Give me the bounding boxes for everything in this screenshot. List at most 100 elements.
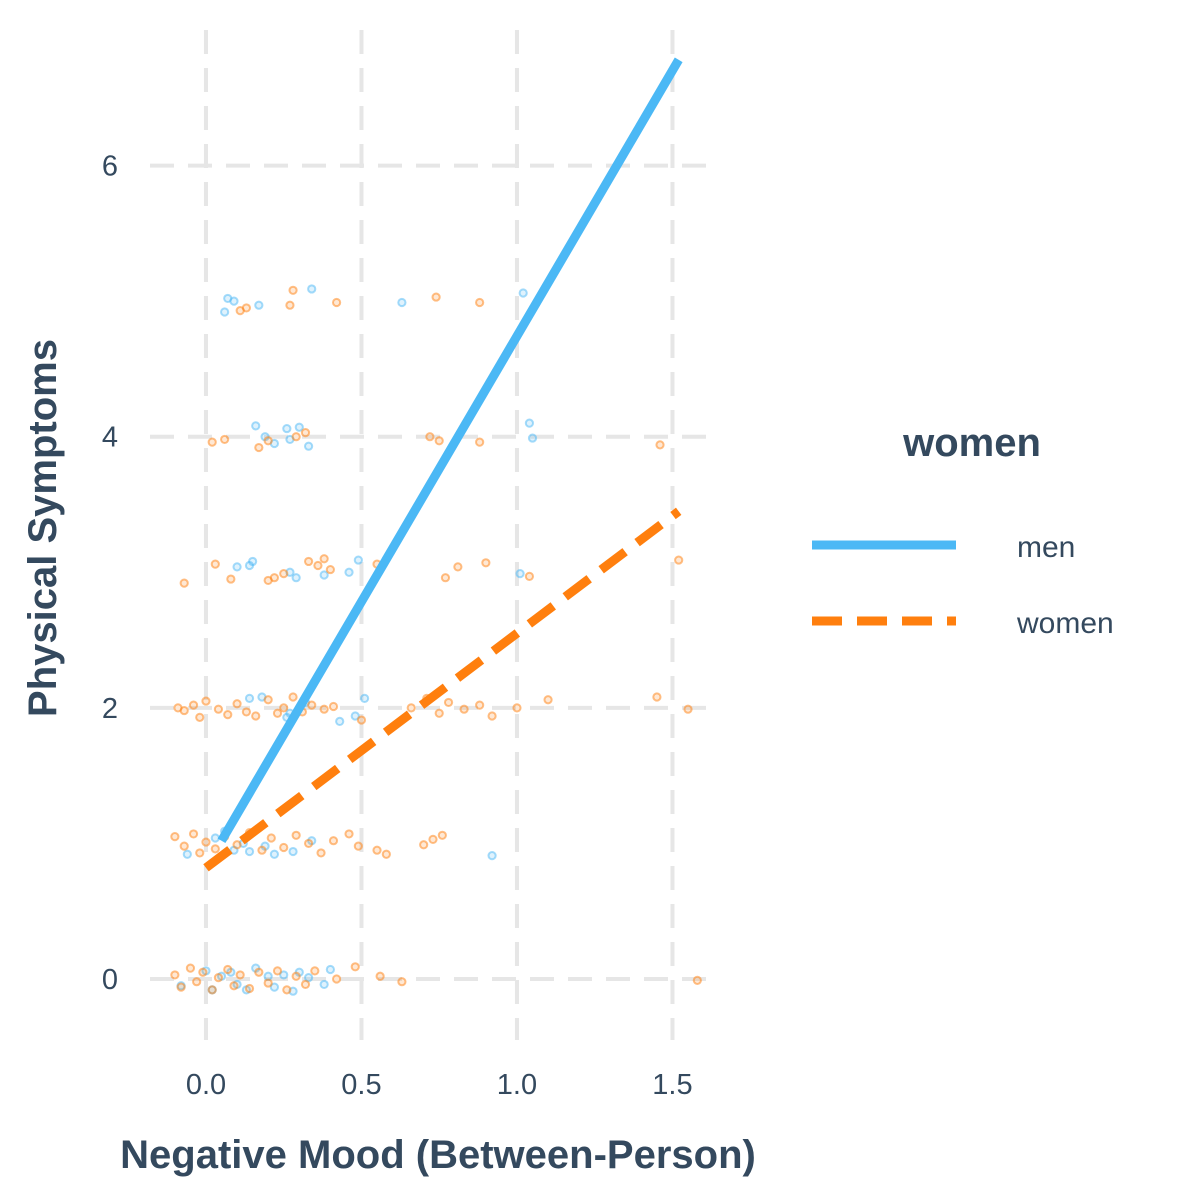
point-women-95 — [235, 970, 245, 980]
legend: women men women — [812, 421, 1114, 640]
point-women-2 — [285, 300, 295, 310]
point-men-5 — [397, 297, 407, 308]
point-women-42 — [251, 711, 261, 721]
point-women-32 — [674, 555, 684, 565]
point-women-44 — [272, 708, 283, 718]
point-men-59 — [325, 964, 335, 975]
point-women-86 — [170, 970, 180, 980]
point-women-75 — [291, 830, 301, 840]
point-women-7 — [207, 437, 217, 447]
point-men-33 — [182, 849, 192, 859]
point-women-60 — [543, 695, 553, 705]
point-women-24 — [313, 560, 323, 571]
point-women-106 — [375, 971, 385, 981]
point-women-41 — [241, 707, 252, 717]
legend-label-women: women — [1016, 607, 1114, 640]
point-women-29 — [453, 562, 463, 572]
point-women-34 — [179, 705, 189, 716]
data-points — [170, 284, 702, 996]
fit-lines — [203, 57, 683, 872]
point-women-101 — [291, 971, 301, 981]
point-men-3 — [254, 300, 264, 310]
point-women-81 — [372, 845, 382, 855]
point-women-35 — [188, 700, 199, 710]
x-tick-label: 0.0 — [186, 1069, 226, 1101]
y-tick-label: 4 — [102, 422, 118, 454]
point-women-50 — [328, 701, 339, 712]
point-women-72 — [257, 845, 267, 855]
point-women-87 — [176, 982, 186, 992]
legend-title: women — [902, 421, 1041, 465]
point-women-45 — [279, 703, 289, 713]
point-men-0 — [220, 307, 230, 317]
point-men-6 — [518, 288, 528, 298]
point-women-62 — [683, 704, 693, 714]
point-women-80 — [353, 841, 363, 851]
point-women-38 — [213, 704, 224, 714]
point-men-15 — [527, 433, 538, 443]
point-women-49 — [319, 704, 329, 714]
point-men-21 — [319, 570, 329, 580]
point-women-58 — [487, 711, 497, 721]
point-women-102 — [300, 979, 311, 990]
point-women-77 — [316, 848, 326, 858]
point-women-17 — [179, 578, 189, 588]
point-women-26 — [325, 564, 335, 575]
point-men-10 — [282, 423, 292, 434]
point-women-8 — [220, 434, 230, 445]
point-women-14 — [434, 436, 444, 446]
y-tick-label: 6 — [102, 151, 118, 183]
point-women-4 — [331, 297, 342, 308]
point-women-84 — [428, 834, 438, 844]
point-men-54 — [279, 970, 289, 980]
point-women-82 — [381, 849, 391, 859]
point-men-2 — [229, 296, 239, 306]
point-women-15 — [475, 437, 485, 447]
point-women-100 — [282, 985, 292, 995]
x-tick-label: 0.5 — [341, 1069, 381, 1101]
point-women-64 — [179, 841, 189, 851]
point-women-18 — [210, 559, 220, 569]
point-women-3 — [288, 285, 298, 295]
point-women-79 — [344, 829, 354, 839]
point-women-76 — [304, 838, 314, 849]
point-men-40 — [269, 849, 279, 859]
point-women-92 — [213, 973, 224, 983]
point-women-23 — [304, 556, 314, 567]
point-women-67 — [201, 837, 211, 847]
point-women-52 — [406, 703, 416, 713]
point-women-10 — [263, 436, 273, 446]
x-axis-title: Negative Mood (Between-Person) — [120, 1133, 756, 1177]
point-women-104 — [331, 974, 342, 984]
point-women-1 — [241, 303, 252, 313]
y-tick-label: 2 — [102, 693, 118, 725]
point-women-37 — [201, 696, 211, 706]
point-men-7 — [251, 421, 261, 431]
point-women-51 — [356, 715, 367, 725]
point-men-25 — [244, 693, 255, 703]
point-women-16 — [655, 440, 665, 450]
point-women-59 — [512, 703, 522, 713]
point-women-56 — [459, 704, 469, 714]
point-women-19 — [226, 574, 236, 584]
point-women-70 — [232, 840, 242, 850]
point-women-61 — [652, 692, 662, 702]
point-women-9 — [254, 442, 264, 453]
point-women-90 — [198, 967, 208, 977]
point-women-13 — [425, 432, 435, 442]
point-men-34 — [210, 833, 220, 843]
point-women-78 — [328, 836, 339, 846]
point-men-23 — [353, 555, 363, 565]
point-women-108 — [692, 975, 702, 985]
y-tick-label: 0 — [102, 964, 118, 996]
point-men-31 — [350, 711, 360, 721]
x-axis-ticks: 0.0 0.5 1.0 1.5 — [186, 1069, 693, 1101]
point-women-43 — [263, 695, 273, 705]
point-women-66 — [195, 848, 205, 858]
x-tick-label: 1.0 — [497, 1069, 537, 1101]
point-women-68 — [210, 844, 220, 854]
point-women-105 — [350, 962, 360, 972]
point-women-31 — [524, 571, 535, 581]
point-women-40 — [232, 699, 242, 709]
point-men-43 — [487, 851, 497, 861]
